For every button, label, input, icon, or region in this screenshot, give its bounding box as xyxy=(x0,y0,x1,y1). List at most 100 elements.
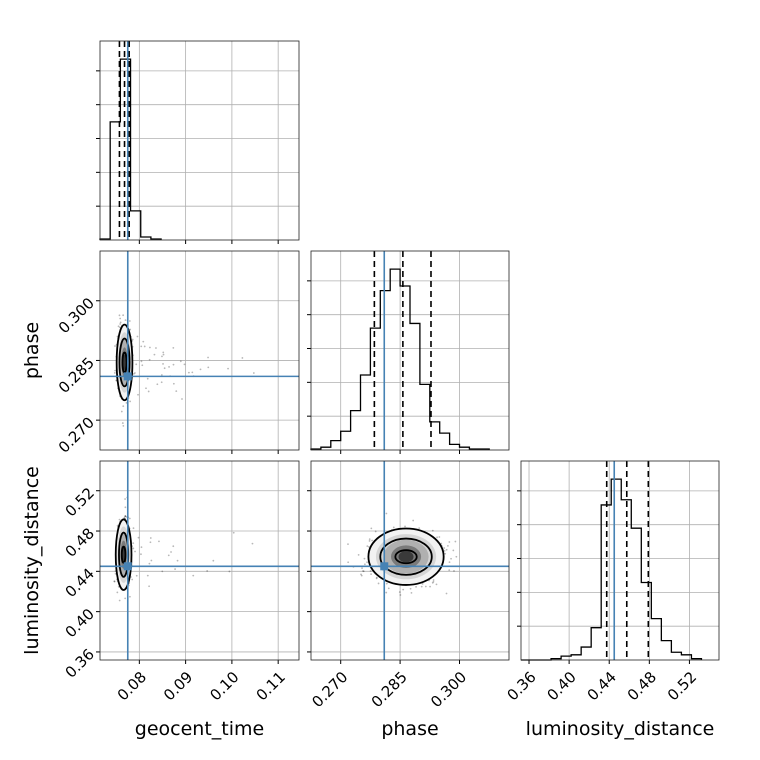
sample-point xyxy=(134,372,136,374)
sample-point xyxy=(363,557,366,560)
sample-point xyxy=(136,335,139,338)
sample-point xyxy=(176,559,179,562)
sample-point xyxy=(167,554,170,557)
sample-point xyxy=(160,381,163,384)
sample-point xyxy=(377,582,380,585)
sample-point xyxy=(117,325,120,328)
sample-point xyxy=(147,390,150,393)
sample-point xyxy=(387,587,390,590)
sample-point xyxy=(140,345,143,348)
sample-point xyxy=(148,562,151,565)
sample-point xyxy=(174,568,176,570)
sample-point xyxy=(124,319,127,321)
sample-point xyxy=(146,377,149,380)
sample-point xyxy=(374,530,377,533)
sample-point xyxy=(148,358,151,361)
sample-point xyxy=(124,515,127,518)
sample-point xyxy=(129,400,132,403)
sample-point xyxy=(141,364,144,367)
sample-point xyxy=(421,582,424,585)
sample-point xyxy=(131,338,134,341)
sample-point xyxy=(453,570,455,572)
pair-panel-geocent_time-luminosity_distance: 0.08 0.09 0.10 0.110.360.400.440.480.52 xyxy=(62,460,300,704)
sample-point xyxy=(385,582,388,585)
sample-point xyxy=(420,585,423,588)
sample-point xyxy=(443,547,446,549)
sample-point xyxy=(371,539,373,542)
sample-point xyxy=(360,574,363,577)
sample-point xyxy=(150,559,153,562)
axis-labels: geocent_time phase phase luminosity_distanc… xyxy=(21,322,714,740)
sample-point xyxy=(163,367,166,370)
sample-point xyxy=(360,573,362,576)
sample-point xyxy=(168,366,170,368)
sample-point xyxy=(347,561,350,564)
sample-point xyxy=(412,519,415,522)
sample-point xyxy=(187,371,190,374)
sample-point xyxy=(438,536,441,538)
sample-point xyxy=(160,374,163,376)
contour-line xyxy=(120,545,127,564)
sample-point xyxy=(135,574,138,577)
sample-point xyxy=(175,390,178,393)
sample-point xyxy=(122,314,125,317)
sample-point xyxy=(357,553,360,556)
sample-point xyxy=(375,576,378,579)
sample-point xyxy=(137,393,139,396)
pair-contents xyxy=(100,461,299,660)
sample-point xyxy=(129,328,132,331)
sample-point xyxy=(369,570,372,572)
sample-point xyxy=(125,401,128,404)
sample-point xyxy=(418,527,421,530)
sample-point xyxy=(399,594,402,596)
sample-point xyxy=(156,383,159,386)
sample-point xyxy=(134,550,136,553)
sample-point xyxy=(149,537,152,539)
sample-point xyxy=(149,346,151,349)
sample-point xyxy=(452,549,455,552)
sample-point xyxy=(123,517,126,519)
sample-point xyxy=(241,357,244,359)
sample-point xyxy=(113,580,116,583)
sample-point xyxy=(129,595,131,598)
sample-point xyxy=(429,585,431,588)
sample-point xyxy=(145,387,147,390)
sample-point xyxy=(121,422,124,424)
sample-point xyxy=(366,561,368,564)
panel-frame xyxy=(99,40,300,241)
sample-point xyxy=(385,512,388,515)
y-axis-label-luminosity_distance: luminosity_distance xyxy=(21,466,43,655)
sample-point xyxy=(410,591,413,594)
sample-point xyxy=(448,541,451,543)
sample-point xyxy=(132,547,135,550)
sample-point xyxy=(114,345,116,347)
sample-point xyxy=(179,360,182,363)
sample-point xyxy=(140,546,143,549)
sample-point xyxy=(162,353,165,356)
sample-point xyxy=(137,536,140,539)
sample-point xyxy=(118,326,121,329)
sample-point xyxy=(119,323,122,325)
sample-point xyxy=(432,580,435,583)
sample-point xyxy=(113,372,116,374)
hist-panel-geocent_time xyxy=(96,40,300,244)
contour-line xyxy=(118,337,131,388)
sample-point xyxy=(370,527,373,530)
sample-point xyxy=(146,574,149,577)
sample-point xyxy=(232,531,235,534)
contour-line xyxy=(114,518,133,591)
sample-point xyxy=(153,353,156,356)
sample-point xyxy=(181,398,183,400)
x-axis-label-phase: phase xyxy=(381,718,438,740)
sample-point xyxy=(113,580,116,583)
truth-marker xyxy=(380,562,389,571)
sample-point xyxy=(128,320,131,322)
sample-point xyxy=(435,583,438,586)
sample-point xyxy=(404,525,406,528)
sample-point xyxy=(114,369,117,372)
sample-point xyxy=(161,355,163,358)
panel-frame xyxy=(99,250,300,451)
sample-point xyxy=(448,569,451,572)
